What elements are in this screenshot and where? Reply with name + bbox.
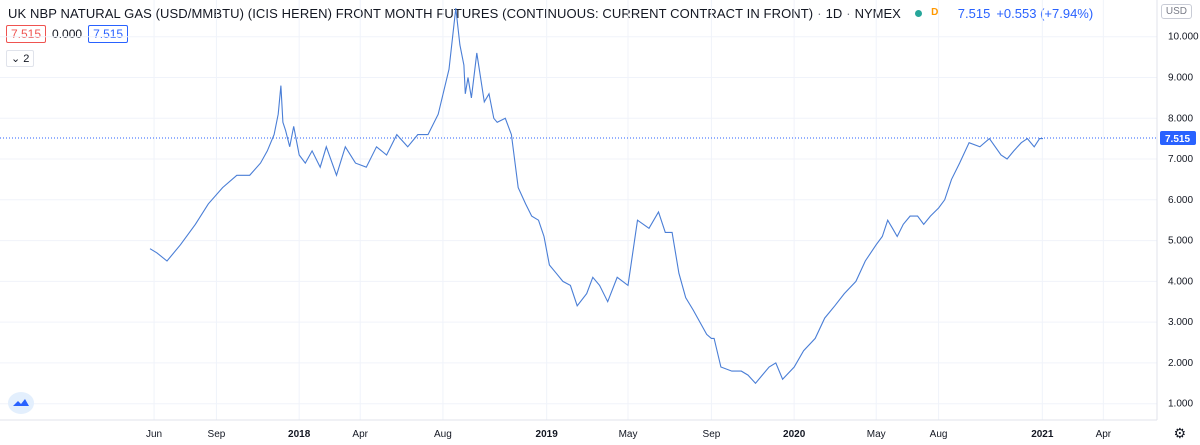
x-tick-label: Aug [434, 429, 452, 440]
indicator-values-row: 7.515 0.000 7.515 [6, 25, 129, 43]
last-price-tag: 7.515 [1160, 131, 1196, 146]
price-axis[interactable]: 1.000 2.000 3.000 4.000 5.000 6.000 7.000 8.000… [1168, 32, 1199, 410]
x-tick-label: 2018 [288, 429, 311, 440]
time-axis[interactable]: Jun Sep 2018 Apr Aug 2019 May Sep 2020 May Aug 2021… [146, 429, 1112, 440]
x-tick-label: 2019 [536, 429, 559, 440]
interval-label[interactable]: 1D [825, 5, 843, 21]
y-tick-label: 10.000 [1168, 32, 1199, 43]
currency-button[interactable]: USD [1160, 4, 1192, 19]
x-tick-label: Sep [703, 429, 721, 440]
y-tick-label: 9.000 [1168, 72, 1193, 83]
market-status-dot-icon [914, 9, 922, 17]
y-tick-label: 1.000 [1168, 399, 1193, 410]
separator: · [846, 5, 851, 21]
delayed-data-badge[interactable]: D [931, 7, 939, 18]
logo-mark-icon [13, 399, 29, 406]
price-series-line [149, 8, 1043, 385]
chart-grid [0, 0, 1157, 420]
tradingview-logo-icon[interactable] [8, 392, 34, 414]
x-tick-label: 2021 [1031, 429, 1054, 440]
separator: · [817, 5, 822, 21]
collapse-count: 2 [23, 53, 30, 65]
x-tick-label: Aug [930, 429, 948, 440]
exchange-label: NYMEX [854, 5, 901, 21]
x-tick-label: Apr [1096, 429, 1112, 440]
y-tick-label: 5.000 [1168, 236, 1193, 247]
value-box-blue: 7.515 [88, 25, 129, 43]
last-price: 7.515 [957, 5, 991, 21]
y-tick-label: 7.000 [1168, 154, 1193, 165]
price-tag-background [1160, 131, 1196, 146]
y-tick-label: 8.000 [1168, 113, 1193, 124]
x-tick-label: Apr [352, 429, 368, 440]
x-tick-label: 2020 [783, 429, 806, 440]
chart-legend-header: UK NBP NATURAL GAS (USD/MMBTU) (ICIS HER… [8, 4, 1093, 22]
chevron-down-icon: ⌄ [11, 53, 21, 65]
value-box-red: 7.515 [6, 25, 47, 43]
price-change: +0.553 (+7.94%) [996, 5, 1094, 21]
y-tick-label: 2.000 [1168, 358, 1193, 369]
y-tick-label: 6.000 [1168, 195, 1193, 206]
y-tick-label: 4.000 [1168, 276, 1193, 287]
x-tick-label: Jun [146, 429, 162, 440]
price-tag-label: 7.515 [1165, 134, 1190, 145]
collapse-legend-button[interactable]: ⌄ 2 [6, 50, 35, 67]
gear-icon[interactable]: ⚙ [1173, 425, 1186, 441]
x-tick-label: Sep [208, 429, 226, 440]
symbol-title[interactable]: UK NBP NATURAL GAS (USD/MMBTU) (ICIS HER… [8, 5, 814, 21]
x-tick-label: May [619, 429, 638, 440]
value-zero: 0.000 [52, 27, 83, 41]
y-tick-label: 3.000 [1168, 317, 1193, 328]
x-tick-label: May [867, 429, 886, 440]
